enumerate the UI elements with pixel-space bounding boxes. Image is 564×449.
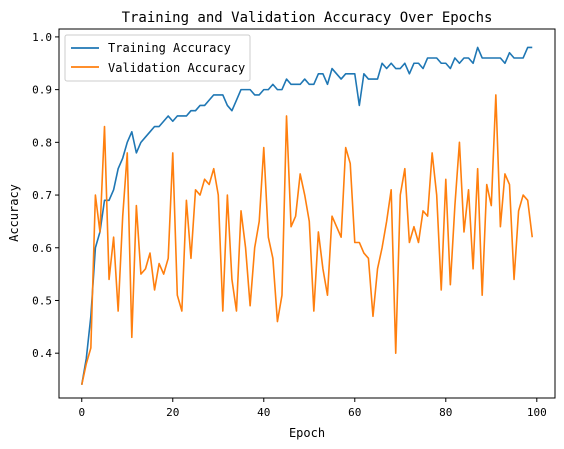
y-tick-label: 1.0	[32, 31, 52, 44]
legend-box	[64, 34, 251, 82]
y-tick-label: 0.7	[32, 189, 52, 202]
series-layer	[80, 46, 534, 385]
y-tick-label: 0.4	[32, 347, 52, 360]
x-tick-label: 100	[527, 406, 547, 419]
x-tick-label: 20	[166, 406, 179, 419]
x-tick-label: 40	[257, 406, 270, 419]
legend: Training Accuracy Validation Accuracy	[64, 34, 251, 82]
plot-area-frame	[58, 28, 556, 399]
validation-accuracy-line	[80, 94, 534, 385]
ticks-layer: 0 20 40 60 80 100 0.4 0.5 0.6 0.7 0.8 0.9 1.0	[32, 31, 547, 419]
legend-label-training: Training Accuracy	[108, 41, 231, 55]
chart-title: Training and Validation Accuracy Over Ep…	[122, 10, 493, 26]
legend-label-validation: Validation Accuracy	[108, 61, 245, 75]
y-axis-label: Accuracy	[7, 184, 21, 242]
x-tick-label: 0	[78, 406, 85, 419]
y-tick-label: 0.9	[32, 84, 52, 97]
x-axis-label: Epoch	[289, 426, 325, 440]
y-tick-label: 0.8	[32, 136, 52, 149]
x-tick-label: 80	[439, 406, 452, 419]
training-accuracy-line	[80, 46, 533, 385]
y-tick-label: 0.5	[32, 294, 52, 307]
y-tick-label: 0.6	[32, 242, 52, 255]
x-tick-label: 60	[348, 406, 361, 419]
